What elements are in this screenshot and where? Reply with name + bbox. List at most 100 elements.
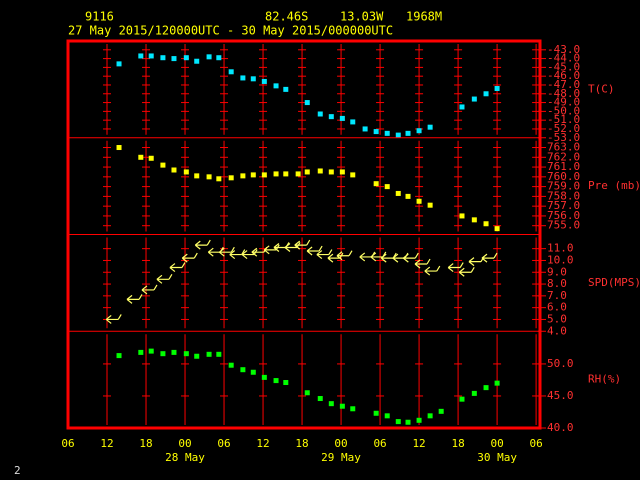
data-point: [228, 175, 234, 181]
data-point: [228, 362, 234, 368]
data-point: [416, 198, 422, 204]
wind-arrow: [284, 242, 301, 252]
y-tick-label: 11.0: [547, 242, 574, 255]
data-point: [194, 173, 200, 179]
data-point: [494, 380, 500, 386]
y-tick-label: 5.0: [547, 312, 567, 325]
data-point: [171, 349, 177, 355]
wind-arrow: [241, 249, 258, 260]
data-point: [216, 351, 222, 357]
y-tick-label: -52.0: [547, 122, 580, 135]
data-point: [194, 58, 200, 64]
x-tick-label: 12: [256, 437, 269, 450]
data-point: [350, 406, 356, 412]
data-point: [405, 130, 411, 136]
data-point: [459, 213, 465, 219]
wind-arrow: [306, 245, 323, 256]
x-tick-label: 18: [295, 437, 308, 450]
data-point: [116, 145, 122, 151]
data-point: [273, 171, 279, 177]
data-point: [228, 69, 234, 75]
data-point: [483, 91, 489, 97]
data-point: [273, 83, 279, 89]
y-tick-label: -48.0: [547, 87, 580, 100]
y-axis-label: SPD(MPS): [588, 276, 640, 289]
data-point: [395, 132, 401, 138]
data-point: [183, 351, 189, 357]
y-tick-label: 6.0: [547, 301, 567, 314]
data-point: [384, 130, 390, 136]
wind-arrow: [273, 242, 290, 252]
wind-arrow: [181, 252, 198, 263]
y-tick-label: 7.0: [547, 289, 567, 302]
data-point: [328, 114, 334, 120]
x-tick-label: 06: [61, 437, 74, 450]
data-point: [471, 390, 477, 396]
wind-arrow: [316, 249, 333, 260]
y-tick-label: -49.0: [547, 96, 580, 109]
data-point: [427, 124, 433, 130]
wind-arrow: [424, 265, 441, 276]
y-axis-label: Pre (mb): [588, 179, 640, 192]
data-point: [194, 353, 200, 359]
plot-area: -43.0-44.0-45.0-46.0-47.0-48.0-49.0-50.0…: [61, 43, 640, 464]
day-label: 29 May: [321, 451, 361, 464]
x-tick-label: 12: [100, 437, 113, 450]
y-tick-label: 40.0: [547, 421, 574, 434]
y-tick-label: 9.0: [547, 265, 567, 278]
wind-arrow: [336, 250, 353, 261]
data-point: [373, 410, 379, 416]
wind-arrow: [141, 284, 158, 295]
data-point: [471, 217, 477, 223]
data-point: [250, 172, 256, 178]
data-point: [416, 417, 422, 423]
y-tick-label: 755.0: [547, 219, 580, 232]
y-axis-label: RH(%): [588, 373, 621, 386]
wind-arrow: [169, 262, 186, 273]
y-tick-label: 762.0: [547, 150, 580, 163]
wind-arrow: [392, 252, 409, 263]
y-tick-label: -53.0: [547, 131, 580, 144]
data-point: [350, 172, 356, 178]
data-point: [283, 86, 289, 92]
x-tick-label: 06: [529, 437, 542, 450]
data-point: [148, 155, 154, 161]
wind-arrow: [370, 251, 387, 262]
data-point: [427, 202, 433, 208]
data-point: [171, 167, 177, 173]
data-point: [138, 349, 144, 355]
y-tick-label: 759.0: [547, 180, 580, 193]
y-tick-label: 10.0: [547, 253, 574, 266]
data-point: [317, 111, 323, 117]
y-tick-label: -46.0: [547, 69, 580, 82]
data-point: [427, 413, 433, 419]
latitude: 82.46S: [265, 10, 308, 24]
data-point: [240, 367, 246, 373]
data-point: [138, 154, 144, 160]
data-point: [384, 184, 390, 190]
data-point: [240, 75, 246, 81]
data-point: [471, 96, 477, 102]
data-point: [148, 53, 154, 59]
wind-arrow: [327, 252, 344, 263]
data-point: [328, 401, 334, 407]
y-tick-label: 4.0: [547, 324, 567, 337]
x-tick-label: 12: [412, 437, 425, 450]
data-point: [160, 55, 166, 61]
data-point: [273, 378, 279, 384]
data-point: [416, 128, 422, 134]
data-point: [160, 351, 166, 357]
data-point: [459, 104, 465, 110]
data-point: [240, 173, 246, 179]
x-tick-label: 00: [490, 437, 503, 450]
data-point: [216, 176, 222, 182]
data-point: [483, 221, 489, 227]
y-tick-label: 760.0: [547, 170, 580, 183]
wind-arrow: [380, 252, 397, 263]
data-point: [395, 190, 401, 196]
wind-arrow: [105, 314, 122, 324]
data-point: [116, 61, 122, 67]
data-point: [216, 55, 222, 61]
